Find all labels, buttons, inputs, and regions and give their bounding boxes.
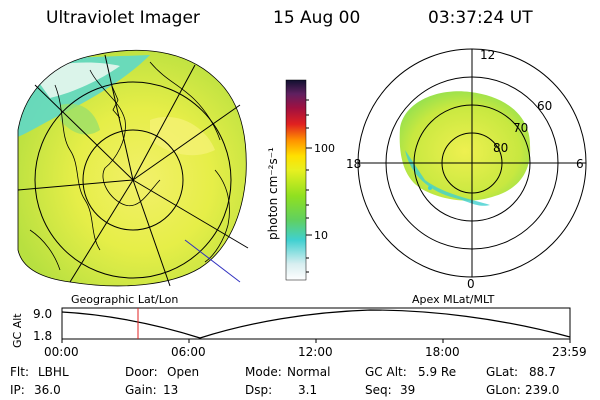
mlt-label-0: 0 bbox=[467, 277, 475, 291]
mlt-label-6: 6 bbox=[576, 157, 584, 171]
image-date: 15 Aug 00 bbox=[273, 8, 361, 28]
gain-label: Gain: bbox=[125, 383, 157, 397]
timeline-xtick: 18:00 bbox=[425, 345, 460, 359]
mode-value: Normal bbox=[287, 365, 330, 379]
image-time: 03:37:24 UT bbox=[428, 8, 533, 28]
timeline-ytick-9: 9.0 bbox=[33, 307, 52, 321]
seq-label: Seq: bbox=[365, 383, 392, 397]
lat-label-60: 60 bbox=[537, 99, 552, 113]
lat-label-70: 70 bbox=[513, 121, 528, 135]
ip-label: IP: bbox=[10, 383, 25, 397]
altitude-timeline: GC Alt 9.0 1.8 00:00 06:00 12:00 18:00 2… bbox=[11, 307, 587, 359]
door-value: Open bbox=[167, 365, 199, 379]
flt-label: Flt: bbox=[10, 365, 29, 379]
lat-label-80: 80 bbox=[493, 141, 508, 155]
colorbar-tick-10: 10 bbox=[314, 229, 328, 242]
glon-value: 239.0 bbox=[525, 383, 559, 397]
dsp-value: 3.1 bbox=[298, 383, 317, 397]
timeline-xtick: 00:00 bbox=[44, 345, 79, 359]
door-label: Door: bbox=[125, 365, 158, 379]
gcalt-value: 5.9 Re bbox=[418, 365, 456, 379]
timeline-xtick: 06:00 bbox=[171, 345, 206, 359]
seq-value: 39 bbox=[400, 383, 415, 397]
mlt-label-18: 18 bbox=[346, 157, 361, 171]
geographic-image-panel bbox=[17, 49, 249, 287]
dsp-label: Dsp: bbox=[245, 383, 272, 397]
ip-value: 36.0 bbox=[34, 383, 61, 397]
timeline-ytick-1: 1.8 bbox=[33, 329, 52, 343]
gcalt-label: GC Alt: bbox=[365, 365, 407, 379]
colorbar-label: photon cm⁻²s⁻¹ bbox=[266, 147, 280, 240]
color-scale-bar: 100 10 photon cm⁻²s⁻¹ bbox=[266, 79, 335, 281]
glat-label: GLat: bbox=[486, 365, 518, 379]
timeline-ylabel: GC Alt bbox=[11, 313, 24, 348]
status-panel: Flt: LBHL IP: 36.0 Door: Open Gain: 13 M… bbox=[10, 365, 559, 397]
glon-label: GLon: bbox=[486, 383, 521, 397]
mode-label: Mode: bbox=[245, 365, 282, 379]
polar-mlt-panel: 12 18 6 0 60 70 80 bbox=[346, 48, 587, 291]
colorbar-tick-100: 100 bbox=[314, 142, 335, 155]
glat-value: 88.7 bbox=[529, 365, 556, 379]
timeline-xtick: 23:59 bbox=[552, 345, 587, 359]
left-panel-caption: Geographic Lat/Lon bbox=[71, 293, 178, 306]
gain-value: 13 bbox=[163, 383, 178, 397]
mlt-label-12: 12 bbox=[480, 48, 495, 62]
timeline-xtick: 12:00 bbox=[298, 345, 333, 359]
flt-value: LBHL bbox=[38, 365, 69, 379]
right-panel-caption: Apex MLat/MLT bbox=[412, 293, 495, 306]
instrument-title: Ultraviolet Imager bbox=[46, 8, 200, 28]
